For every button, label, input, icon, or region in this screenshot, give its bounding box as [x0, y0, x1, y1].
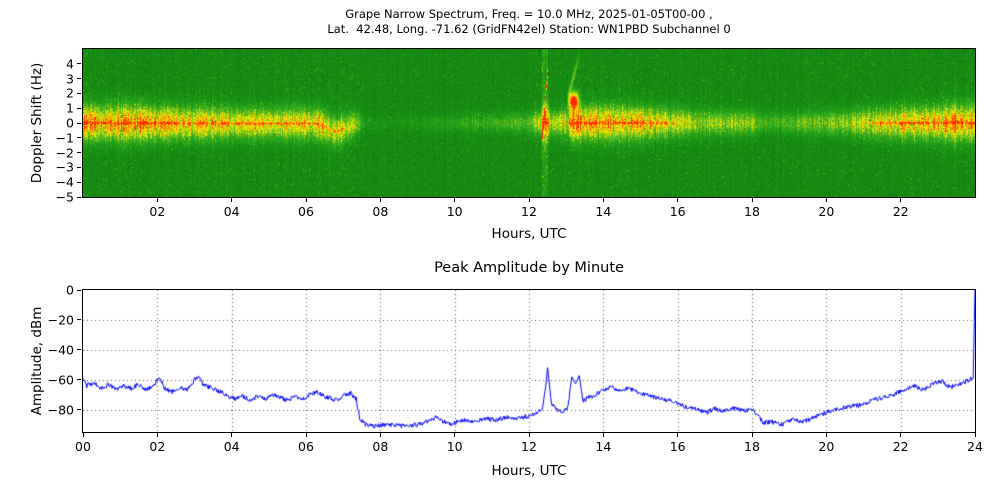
- x-tick-mark: [900, 433, 902, 437]
- x-tick-mark: [454, 198, 456, 202]
- x-tick-label: 10: [446, 204, 463, 219]
- x-tick-label: 02: [149, 439, 166, 454]
- y-tick-label: −1: [55, 130, 74, 146]
- x-tick-label: 04: [223, 439, 240, 454]
- amplitude-plot-area: [82, 289, 976, 433]
- x-tick-label: 20: [818, 204, 835, 219]
- spectrogram-plot-area: [82, 48, 976, 198]
- spectrogram-title-line1: Grape Narrow Spectrum, Freq. = 10.0 MHz,…: [345, 7, 713, 21]
- y-tick-label: −80: [47, 402, 74, 418]
- x-tick-mark: [379, 198, 381, 202]
- x-tick-mark: [305, 198, 307, 202]
- x-tick-mark: [231, 198, 233, 202]
- x-tick-mark: [528, 198, 530, 202]
- x-tick-label: 14: [595, 439, 612, 454]
- y-tick-label: 2: [66, 85, 74, 101]
- spectrogram-canvas: [83, 49, 975, 197]
- amplitude-title: Peak Amplitude by Minute: [434, 260, 624, 276]
- x-tick-label: 10: [446, 439, 463, 454]
- x-tick-label: 22: [892, 439, 909, 454]
- x-tick-mark: [602, 433, 604, 437]
- y-tick-mark: [77, 152, 81, 154]
- x-tick-mark: [825, 433, 827, 437]
- y-tick-label: 0: [66, 115, 74, 131]
- y-tick-label: 0: [66, 282, 74, 298]
- x-tick-mark: [305, 433, 307, 437]
- y-tick-mark: [77, 107, 81, 109]
- y-tick-label: 1: [66, 100, 74, 116]
- y-tick-mark: [77, 409, 81, 411]
- x-tick-label: 16: [669, 439, 686, 454]
- y-tick-mark: [77, 349, 81, 351]
- x-tick-label: 08: [372, 439, 389, 454]
- y-tick-label: 3: [66, 71, 74, 87]
- x-tick-label: 18: [744, 204, 760, 219]
- y-tick-mark: [77, 137, 81, 139]
- x-tick-mark: [751, 433, 753, 437]
- y-tick-label: −20: [47, 312, 74, 328]
- y-tick-mark: [77, 63, 81, 65]
- x-tick-mark: [231, 433, 233, 437]
- x-tick-label: 14: [595, 204, 612, 219]
- x-tick-mark: [379, 433, 381, 437]
- y-tick-mark: [77, 319, 81, 321]
- y-tick-mark: [77, 181, 81, 183]
- x-tick-label: 06: [298, 439, 314, 454]
- x-tick-label: 00: [75, 439, 91, 454]
- x-tick-label: 04: [223, 204, 240, 219]
- x-tick-mark: [156, 198, 158, 202]
- y-tick-mark: [77, 92, 81, 94]
- x-tick-label: 02: [149, 204, 166, 219]
- x-tick-label: 18: [744, 439, 760, 454]
- x-tick-mark: [751, 198, 753, 202]
- x-tick-mark: [974, 433, 976, 437]
- amplitude-canvas: [83, 290, 975, 432]
- x-tick-label: 12: [521, 439, 537, 454]
- x-tick-mark: [528, 433, 530, 437]
- x-tick-mark: [82, 433, 84, 437]
- y-tick-label: −60: [47, 372, 74, 388]
- x-tick-mark: [677, 198, 679, 202]
- y-tick-mark: [77, 196, 81, 198]
- x-tick-label: 20: [818, 439, 835, 454]
- y-tick-mark: [77, 166, 81, 168]
- x-tick-label: 06: [298, 204, 314, 219]
- x-tick-mark: [900, 198, 902, 202]
- y-tick-label: −5: [55, 189, 74, 205]
- spectrogram-xlabel: Hours, UTC: [491, 226, 567, 242]
- x-tick-mark: [825, 198, 827, 202]
- x-tick-mark: [156, 433, 158, 437]
- spectrogram-ylabel: Doppler Shift (Hz): [29, 62, 45, 184]
- x-tick-label: 22: [892, 204, 909, 219]
- y-tick-mark: [77, 289, 81, 291]
- amplitude-xlabel: Hours, UTC: [491, 463, 567, 479]
- x-tick-label: 24: [967, 439, 983, 454]
- x-tick-mark: [602, 198, 604, 202]
- x-tick-label: 08: [372, 204, 389, 219]
- y-tick-label: −4: [55, 174, 74, 190]
- x-tick-label: 16: [669, 204, 686, 219]
- y-tick-mark: [77, 379, 81, 381]
- amplitude-ylabel: Amplitude, dBm: [29, 306, 45, 416]
- y-tick-label: −40: [47, 342, 74, 358]
- x-tick-mark: [677, 433, 679, 437]
- y-tick-label: −2: [55, 145, 74, 161]
- y-tick-label: 4: [66, 56, 74, 72]
- spectrogram-title-line2: Lat. 42.48, Long. -71.62 (GridFN42el) St…: [327, 22, 731, 36]
- x-tick-label: 12: [521, 204, 537, 219]
- y-tick-label: −3: [55, 159, 74, 175]
- x-tick-mark: [454, 433, 456, 437]
- y-tick-mark: [77, 78, 81, 80]
- y-tick-mark: [77, 122, 81, 124]
